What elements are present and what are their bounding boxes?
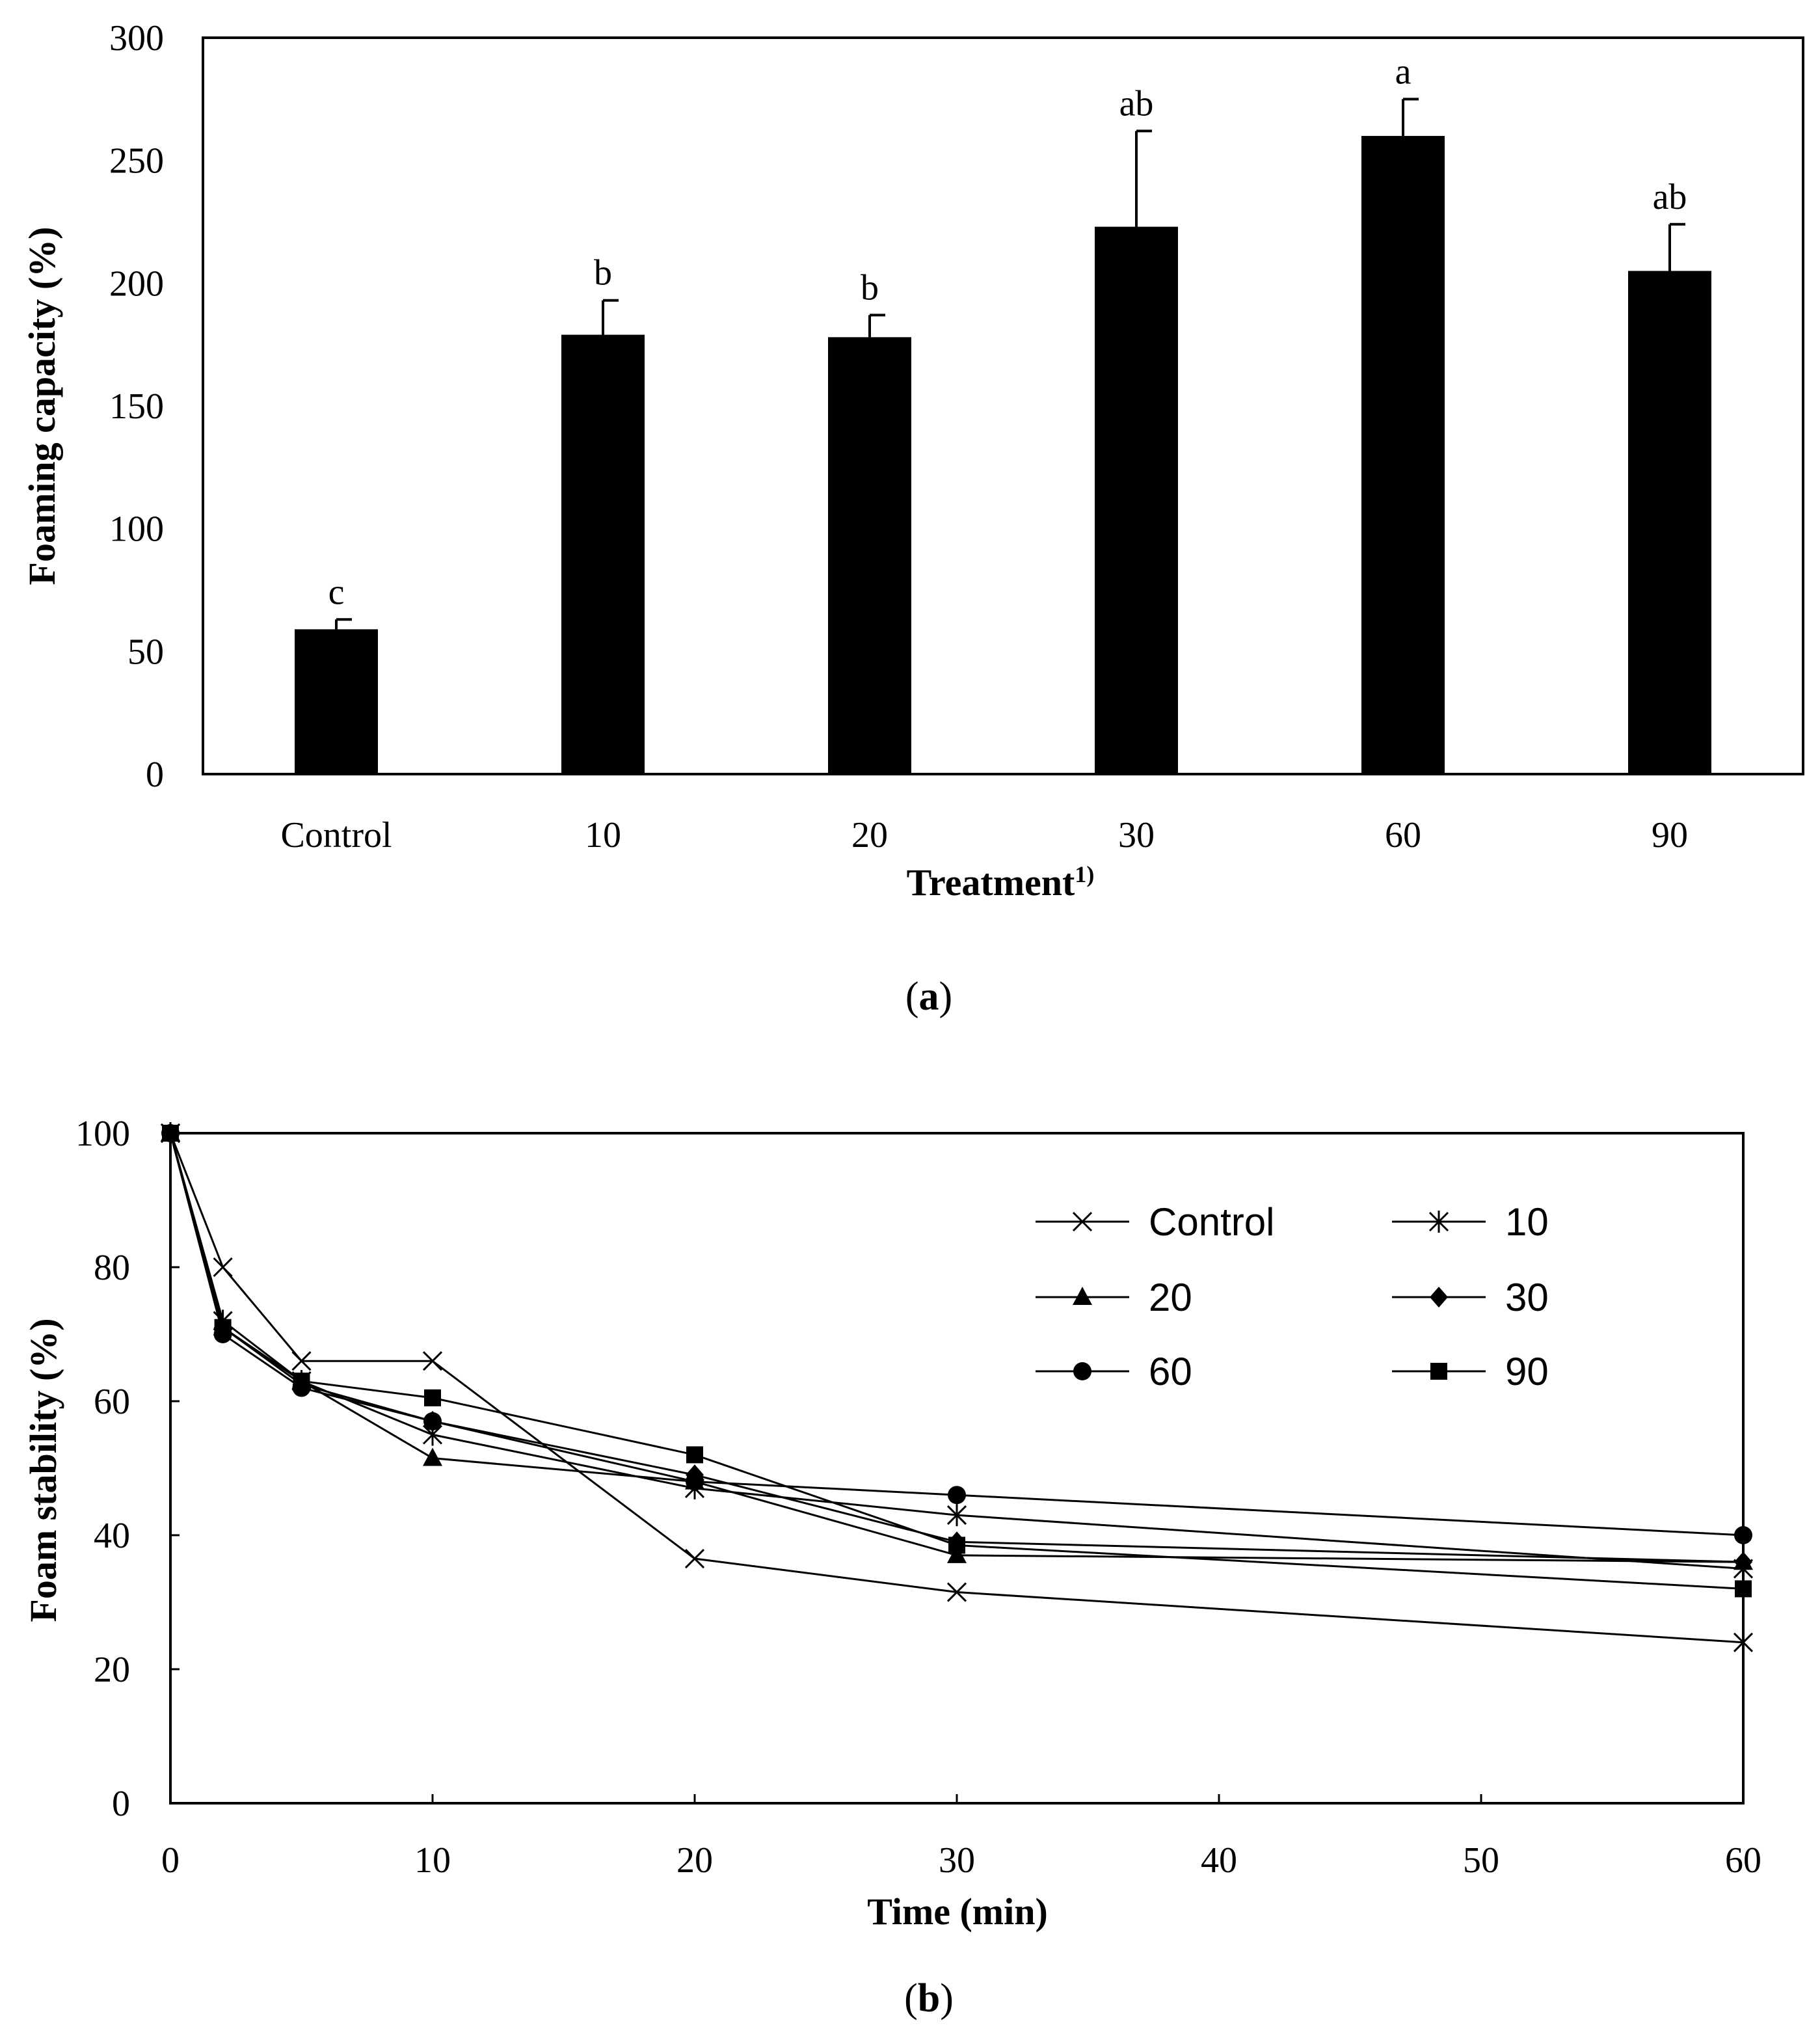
- x-tick-label: 30: [1118, 815, 1155, 855]
- y-axis-title-b: Foam stability (%): [22, 1318, 64, 1622]
- x-axis-title-b: Time (min): [867, 1890, 1048, 1933]
- marker-x: [946, 1582, 967, 1602]
- caption-a: (a): [905, 974, 952, 1019]
- x-tick-label: 50: [1463, 1840, 1499, 1881]
- legend-label: 90: [1505, 1350, 1549, 1393]
- x-tick-label: Control: [280, 815, 392, 855]
- foaming-capacity-bar-chart: 0 50 100 150 200 250 300 c b b ab a ab Control 10 20 3…: [21, 18, 1804, 1019]
- y-tick-label: 80: [94, 1248, 130, 1288]
- x-tick-label: 60: [1725, 1840, 1761, 1881]
- plot-area-a: [202, 36, 1804, 775]
- legend-label: 30: [1505, 1276, 1549, 1319]
- marker-x: [1072, 1211, 1093, 1232]
- y-tick-label: 100: [75, 1114, 130, 1154]
- significance-label: b: [861, 267, 879, 308]
- legend-item: 90: [1392, 1350, 1549, 1393]
- legend-label: 60: [1149, 1350, 1192, 1393]
- y-axis-title-a: Foaming capacity (%): [21, 227, 63, 585]
- marker-square: [1430, 1363, 1447, 1380]
- y-tick-label: 40: [94, 1516, 130, 1556]
- bar: [295, 629, 378, 774]
- legend-item: 30: [1392, 1276, 1549, 1319]
- x-tick-label: 90: [1652, 815, 1688, 855]
- marker-star: [1428, 1211, 1449, 1233]
- marker-square: [686, 1446, 703, 1464]
- significance-label: a: [1395, 51, 1412, 92]
- marker-square: [162, 1125, 179, 1142]
- y-tick-label: 50: [127, 632, 164, 672]
- marker-x: [422, 1351, 443, 1371]
- y-tick-label: 100: [109, 509, 164, 550]
- significance-label: ab: [1653, 177, 1687, 217]
- marker-circle: [1073, 1362, 1091, 1380]
- y-tick-label: 200: [109, 263, 164, 304]
- marker-square: [1735, 1580, 1752, 1598]
- y-tick-label: 20: [94, 1650, 130, 1690]
- bar: [1628, 271, 1711, 774]
- y-tick-label: 60: [94, 1382, 130, 1422]
- legend-item: 10: [1392, 1200, 1549, 1244]
- marker-circle: [423, 1412, 442, 1430]
- significance-label: c: [328, 572, 345, 612]
- x-tick-label: 30: [939, 1840, 975, 1881]
- marker-square: [424, 1389, 441, 1406]
- x-tick-label: 0: [161, 1840, 180, 1881]
- marker-x: [684, 1548, 705, 1569]
- x-tick-label: 20: [676, 1840, 713, 1881]
- x-axis-b: 0 10 20 30 40 50 60: [161, 1794, 1761, 1881]
- legend-label: Control: [1149, 1200, 1274, 1244]
- y-axis-a: 0 50 100 150 200 250 300: [109, 18, 164, 795]
- x-tick-label: 10: [414, 1840, 451, 1881]
- marker-circle: [686, 1472, 704, 1491]
- marker-diamond: [1430, 1287, 1448, 1308]
- marker-triangle: [423, 1447, 442, 1466]
- x-tick-label: 40: [1201, 1840, 1237, 1881]
- y-tick-label: 0: [146, 755, 164, 795]
- legend-item: 20: [1036, 1276, 1192, 1319]
- marker-diamond: [1734, 1551, 1752, 1573]
- caption-b: (b): [904, 1976, 954, 2020]
- x-tick-label: 20: [851, 815, 888, 855]
- marker-triangle: [947, 1544, 967, 1563]
- marker-square: [214, 1319, 232, 1336]
- marker-square: [293, 1373, 310, 1390]
- legend: Control 10 20 30 60 90: [1036, 1200, 1549, 1393]
- y-tick-label: 250: [109, 141, 164, 181]
- bar: [1361, 135, 1445, 774]
- x-axis-a: Control 10 20 30 60 90: [280, 815, 1688, 855]
- legend-item: 60: [1036, 1350, 1192, 1393]
- marker-x: [213, 1257, 233, 1278]
- bars: c b b ab a ab: [295, 51, 1711, 775]
- marker-star: [946, 1504, 967, 1527]
- series-lines: [160, 1122, 1754, 1652]
- significance-label: ab: [1119, 83, 1154, 124]
- y-tick-label: 150: [109, 386, 164, 427]
- series-90: [162, 1125, 1752, 1598]
- foam-stability-line-chart: 0 20 40 60 80 100 0 10 20 30 40 50 60 Control 10 20 30…: [22, 1114, 1761, 2020]
- legend-item: Control: [1036, 1200, 1274, 1244]
- y-tick-label: 300: [109, 18, 164, 59]
- series-60: [161, 1124, 1752, 1544]
- x-tick-label: 10: [585, 815, 621, 855]
- y-tick-label: 0: [112, 1784, 130, 1824]
- x-tick-label: 60: [1385, 815, 1421, 855]
- marker-x: [1733, 1632, 1754, 1652]
- marker-triangle: [1073, 1287, 1092, 1305]
- x-axis-title-a: Treatment1): [907, 861, 1095, 904]
- bar: [1095, 226, 1178, 775]
- significance-label: b: [594, 253, 612, 293]
- bar: [561, 334, 645, 774]
- legend-label: 20: [1149, 1276, 1192, 1319]
- legend-label: 10: [1505, 1200, 1549, 1244]
- marker-x: [291, 1351, 312, 1371]
- y-axis-b: 0 20 40 60 80 100: [75, 1114, 180, 1824]
- marker-square: [948, 1537, 965, 1554]
- series-line: [169, 1133, 1744, 1537]
- marker-circle: [948, 1486, 966, 1505]
- marker-circle: [1734, 1526, 1752, 1544]
- bar: [828, 337, 911, 774]
